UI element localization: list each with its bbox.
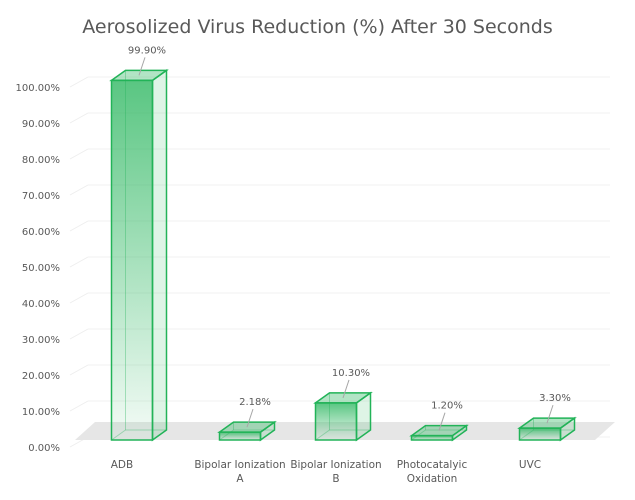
data-label-leader bbox=[246, 408, 254, 428]
gridline-diag bbox=[69, 148, 89, 160]
bar-1: 2.18% bbox=[217, 397, 277, 442]
gridline-diag bbox=[69, 220, 89, 232]
data-label: 2.18% bbox=[239, 397, 271, 408]
data-label-leader bbox=[138, 57, 146, 76]
data-label-leader bbox=[546, 404, 554, 424]
y-tick-label: 90.00% bbox=[22, 119, 60, 130]
y-tick-label: 40.00% bbox=[22, 299, 60, 310]
y-tick-label: 20.00% bbox=[22, 371, 60, 382]
data-label: 3.30% bbox=[539, 393, 571, 404]
bar-back-edge bbox=[111, 429, 126, 441]
y-tick-label: 70.00% bbox=[22, 191, 60, 202]
bar-side bbox=[151, 68, 168, 442]
y-tick-label: 100.00% bbox=[16, 83, 61, 94]
bar-3: 1.20% bbox=[409, 401, 469, 442]
bar-0: 99.90% bbox=[109, 45, 169, 442]
y-tick-label: 0.00% bbox=[28, 443, 60, 454]
data-label-leader bbox=[342, 379, 350, 399]
gridline-diag bbox=[69, 292, 89, 304]
bar-front bbox=[110, 79, 154, 441]
x-category-label: Bipolar Ionization bbox=[290, 459, 381, 471]
data-label: 10.30% bbox=[332, 368, 370, 379]
bar-front bbox=[410, 434, 454, 441]
bar-back-edge bbox=[411, 429, 426, 441]
y-tick-label: 10.00% bbox=[22, 407, 60, 418]
gridline-diag bbox=[69, 400, 89, 412]
x-category-label: Photocatalyic bbox=[397, 459, 468, 471]
bar-back-edge bbox=[519, 429, 534, 441]
bar-front bbox=[518, 427, 562, 441]
gridline-diag bbox=[69, 184, 89, 196]
gridline-diag bbox=[69, 328, 89, 340]
bar-front bbox=[314, 402, 358, 441]
x-category-label: UVC bbox=[519, 459, 541, 471]
x-category-label: B bbox=[332, 473, 339, 485]
gridline-diag bbox=[69, 256, 89, 268]
y-tick-label: 80.00% bbox=[22, 155, 60, 166]
x-category-label: Oxidation bbox=[407, 473, 458, 485]
data-label-leader bbox=[438, 412, 446, 431]
bar-4: 3.30% bbox=[517, 393, 577, 442]
chart-title: Aerosolized Virus Reduction (%) After 30… bbox=[82, 16, 553, 38]
bar-back-edge bbox=[219, 429, 234, 441]
bar-2: 10.30% bbox=[313, 368, 373, 442]
x-category-label: A bbox=[236, 473, 244, 485]
bar-front bbox=[218, 431, 262, 441]
gridline-diag bbox=[69, 364, 89, 376]
data-label: 1.20% bbox=[431, 401, 463, 412]
gridline-diag bbox=[69, 112, 89, 124]
bar-back-edge bbox=[315, 429, 330, 441]
y-tick-label: 30.00% bbox=[22, 335, 60, 346]
gridline-diag bbox=[69, 76, 89, 88]
y-tick-label: 50.00% bbox=[22, 263, 60, 274]
y-tick-label: 60.00% bbox=[22, 227, 60, 238]
data-label: 99.90% bbox=[128, 45, 166, 56]
x-category-label: ADB bbox=[111, 459, 133, 471]
x-category-label: Bipolar Ionization bbox=[194, 459, 285, 471]
